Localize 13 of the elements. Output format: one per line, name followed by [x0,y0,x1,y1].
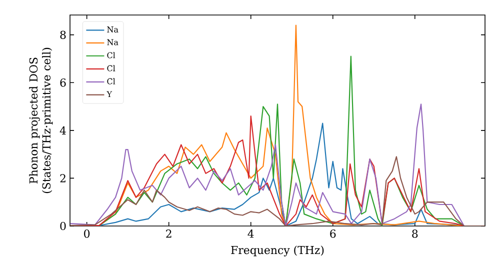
x-tick-label: 0 [84,230,90,238]
y-tick-label: 6 [60,78,66,87]
y-tick-label: 2 [60,174,66,182]
y-tick-label: 8 [60,30,66,39]
x-tick-label: 4 [248,230,254,238]
x-tick-label: 8 [412,230,418,238]
line-series [70,156,486,226]
y-tick-label: 4 [60,126,66,134]
x-tick-label: 6 [330,230,336,238]
x-tick-label: 2 [166,230,172,238]
y-axis-title: Phonon projected DOS (States/THz·primitive cell) [29,48,53,194]
y-tick-label: 0 [60,222,66,230]
x-axis-title: Frequency (THz) [231,246,324,256]
